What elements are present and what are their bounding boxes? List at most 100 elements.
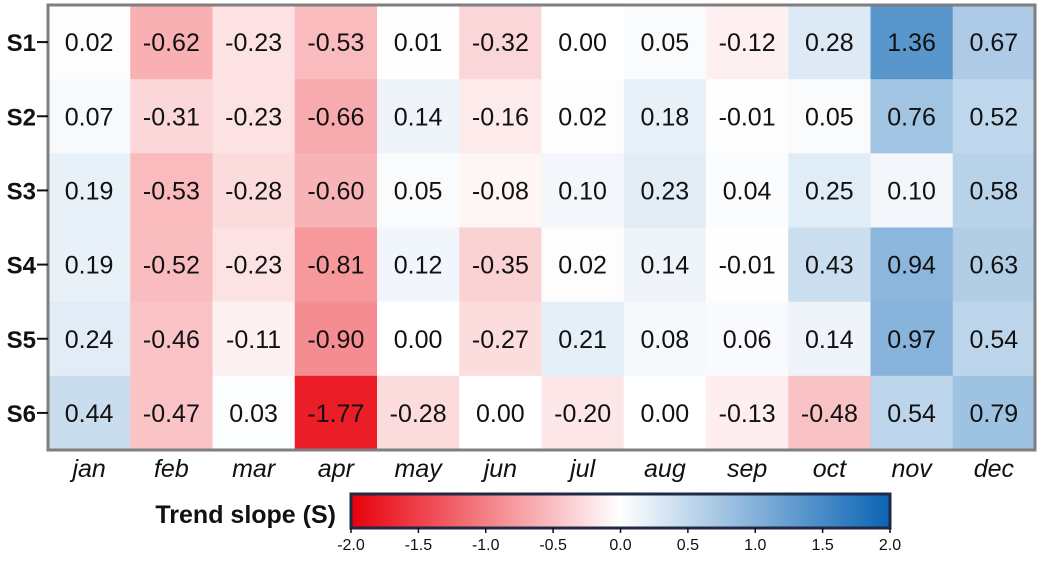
cell-value-label: 0.00 (558, 29, 607, 57)
heatmap-cells (48, 5, 1036, 451)
heatmap-cell (48, 375, 131, 451)
heatmap-cell (48, 79, 131, 154)
colorbar-tick-label: 0.5 (677, 537, 699, 554)
heatmap-cell (459, 153, 542, 228)
colorbar (349, 492, 892, 530)
cell-value-label: -0.27 (472, 326, 529, 354)
heatmap-cell (870, 375, 954, 451)
heatmap-cell (788, 79, 871, 154)
cell-value-label: 0.00 (394, 326, 443, 354)
colorbar-ticks: -2.0 -1.5 -1.0 -0.5 0.0 0.5 1.0 1.5 2.0 (337, 528, 901, 554)
cell-value-label: 0.14 (641, 252, 690, 280)
x-tick-label: mar (232, 455, 277, 483)
y-axis-labels: S1 S2 S3 S4 S5 S6 (7, 30, 48, 428)
colorbar-tick-label: -1.0 (472, 537, 500, 554)
cell-value-label: 0.63 (970, 252, 1019, 280)
cell-value-label: -0.11 (226, 326, 281, 354)
heatmap-cell (130, 153, 213, 228)
heatmap-cell (541, 153, 625, 228)
heatmap-cell (377, 301, 460, 377)
heatmap-cell (870, 301, 954, 377)
heatmap-cell (706, 5, 789, 80)
cell-value-label: 0.14 (394, 103, 443, 131)
cell-value-label: -0.53 (143, 177, 200, 205)
cell-value-label: -0.90 (307, 326, 364, 354)
heatmap-cell (541, 227, 625, 303)
y-tick-label: S1 (7, 30, 36, 57)
cell-value-label: -0.23 (225, 29, 282, 57)
cell-value-label: 0.03 (229, 400, 278, 428)
cell-value-label: -0.47 (143, 400, 200, 428)
cell-value-labels: 0.02 -0.62 -0.23 -0.53 0.01 -0.32 0.00 0.05 -0.1… (65, 29, 1019, 428)
y-tick-label: S3 (7, 178, 36, 205)
heatmap-cell (294, 227, 378, 303)
cell-value-label: 0.25 (805, 177, 854, 205)
x-axis-labels: jan feb mar apr may jun jul aug sep oct nov dec (69, 455, 1014, 483)
cell-value-label: -0.16 (472, 103, 529, 131)
heatmap-cell (459, 227, 542, 303)
heatmap-cell (541, 5, 625, 80)
cell-value-label: -0.08 (472, 177, 529, 205)
cell-value-label: -0.81 (307, 252, 364, 280)
heatmap-cell (541, 301, 625, 377)
x-tick-label: may (395, 455, 444, 483)
heatmap-cell (212, 5, 296, 80)
cell-value-label: 0.52 (970, 103, 1019, 131)
heatmap-cell (952, 5, 1036, 80)
heatmap-cell (377, 153, 460, 228)
cell-value-label: -0.46 (143, 326, 200, 354)
heatmap-cell (212, 301, 296, 377)
colorbar-tick-label: -2.0 (337, 537, 365, 554)
cell-value-label: 0.24 (65, 326, 114, 354)
cell-value-label: 0.02 (558, 103, 607, 131)
cell-value-label: -0.12 (719, 29, 776, 57)
heatmap-cell (623, 227, 707, 303)
plot-frame (46, 3, 1037, 452)
cell-value-label: -0.60 (307, 177, 364, 205)
x-tick-label: aug (644, 455, 686, 483)
heatmap-cell (48, 153, 131, 228)
cell-value-label: 0.05 (394, 177, 443, 205)
cell-value-label: 0.76 (887, 103, 936, 131)
cell-value-label: 0.05 (641, 29, 690, 57)
heatmap-cell (623, 153, 707, 228)
cell-value-label: 0.14 (805, 326, 854, 354)
heatmap-cell (788, 153, 871, 228)
heatmap-cell (623, 5, 707, 80)
heatmap-cell (294, 153, 378, 228)
x-tick-label: dec (974, 455, 1015, 483)
heatmap-cell (952, 301, 1036, 377)
cell-value-label: 0.00 (476, 400, 525, 428)
y-tick-label: S6 (7, 401, 36, 428)
heatmap-cell (952, 227, 1036, 303)
cell-value-label: 0.18 (641, 103, 690, 131)
heatmap-cell (459, 375, 542, 451)
colorbar-tick-label: 0.0 (609, 537, 631, 554)
cell-value-label: 0.79 (970, 400, 1019, 428)
heatmap-cell (952, 79, 1036, 154)
heatmap-cell (459, 301, 542, 377)
heatmap-cell (130, 5, 213, 80)
heatmap-cell (377, 5, 460, 80)
heatmap-cell (952, 153, 1036, 228)
heatmap-cell (706, 301, 789, 377)
cell-value-label: 0.44 (65, 400, 114, 428)
heatmap-cell (541, 79, 625, 154)
heatmap-cell (870, 227, 954, 303)
heatmap-cell (623, 79, 707, 154)
x-tick-label: feb (154, 455, 189, 483)
colorbar-tick-label: 2.0 (879, 537, 901, 554)
cell-value-label: -0.28 (390, 400, 447, 428)
heatmap-cell (377, 375, 460, 451)
cell-value-label: -0.35 (472, 252, 529, 280)
y-tick-label: S2 (7, 104, 36, 131)
x-tick-label: jun (481, 455, 517, 483)
heatmap-cell (541, 375, 625, 451)
heatmap-cell (294, 375, 378, 451)
cell-value-label: 0.97 (887, 326, 936, 354)
heatmap-cell (48, 301, 131, 377)
cell-value-label: 0.12 (394, 252, 443, 280)
heatmap-cell (459, 5, 542, 80)
